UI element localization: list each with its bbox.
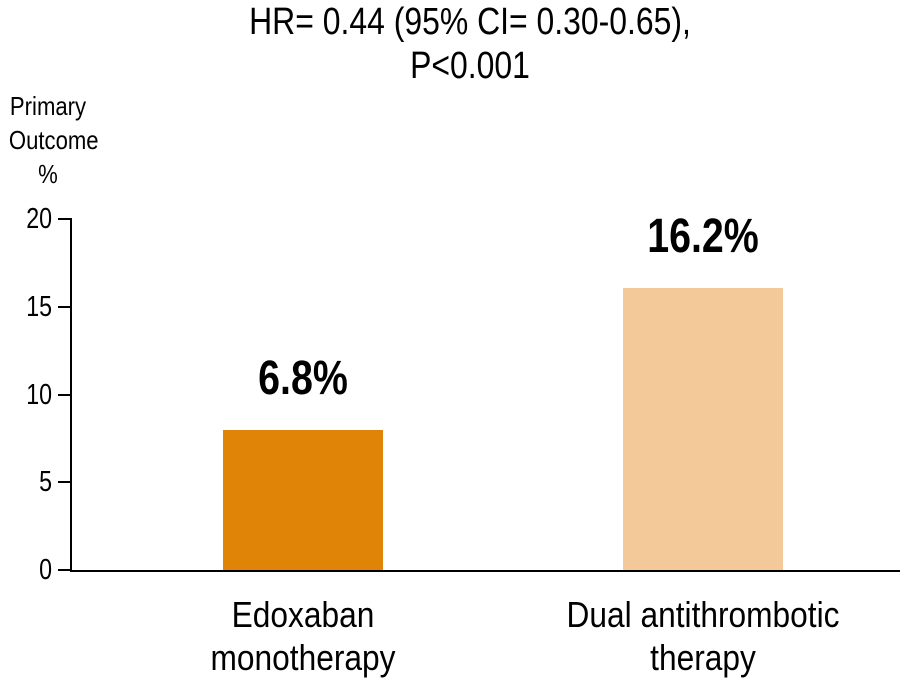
x-axis-line bbox=[70, 570, 900, 572]
y-tick-label: 10 bbox=[26, 378, 52, 411]
chart-title: HR= 0.44 (95% CI= 0.30-0.65), P<0.001 bbox=[75, 0, 831, 88]
x-category-label-line: monotherapy bbox=[210, 637, 396, 678]
y-tick-mark bbox=[58, 218, 70, 220]
bar-value-label-dual-antithrombotic-therapy: 16.2% bbox=[646, 210, 759, 264]
x-category-label-line: Edoxaban bbox=[231, 594, 375, 635]
y-tick-mark bbox=[58, 393, 70, 396]
x-category-label-dual-antithrombotic-therapy: Dual antithrombotic therapy bbox=[553, 593, 852, 679]
bar-value-label-edoxaban-monotherapy: 6.8% bbox=[258, 352, 348, 406]
y-tick-mark bbox=[58, 305, 70, 308]
y-tick-label: 15 bbox=[26, 290, 52, 323]
bar-dual-antithrombotic-therapy bbox=[622, 288, 783, 570]
y-tick-label: 5 bbox=[39, 466, 52, 499]
chart-title-line2: P<0.001 bbox=[410, 45, 530, 87]
x-category-label-edoxaban-monotherapy: Edoxaban monotherapy bbox=[153, 593, 452, 679]
x-category-label-line: Dual antithrombotic bbox=[566, 594, 839, 635]
y-axis-title: Primary Outcome % bbox=[8, 89, 99, 191]
chart-title-line1: HR= 0.44 (95% CI= 0.30-0.65), bbox=[249, 1, 691, 43]
y-tick-label: 0 bbox=[39, 554, 52, 586]
y-tick-mark bbox=[58, 569, 70, 571]
y-axis-line bbox=[70, 218, 72, 572]
y-tick-mark bbox=[58, 481, 70, 484]
y-axis-title-line3: % bbox=[38, 159, 58, 189]
bar-edoxaban-monotherapy bbox=[223, 430, 383, 570]
y-axis-title-line2: Outcome bbox=[8, 125, 99, 155]
x-category-label-line: therapy bbox=[649, 637, 756, 678]
y-tick-label: 20 bbox=[26, 203, 52, 235]
y-axis-title-line1: Primary bbox=[9, 91, 87, 121]
